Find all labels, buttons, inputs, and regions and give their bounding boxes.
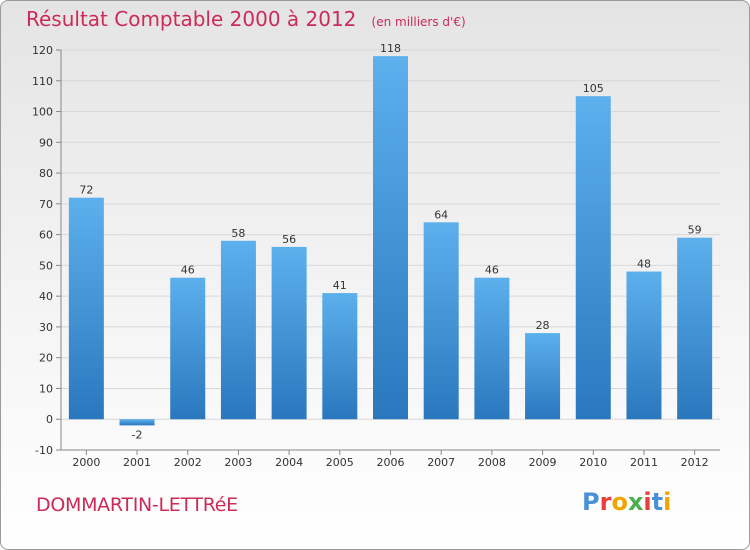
y-tick-label: 0 (46, 413, 53, 426)
x-tick-label-2003: 2003 (224, 456, 252, 469)
y-tick-label: 50 (39, 259, 53, 272)
data-label-2007: 64 (434, 208, 448, 221)
data-labels: 72 -2 46 58 56 41 118 64 46 28 105 48 59 (79, 42, 701, 441)
x-tick-label-2005: 2005 (326, 456, 354, 469)
x-tick-label-2000: 2000 (72, 456, 100, 469)
chart-title: Résultat Comptable 2000 à 2012 (en milli… (26, 7, 466, 31)
data-label-2009: 28 (536, 319, 550, 332)
bar-2000 (68, 197, 104, 420)
bar-2008 (474, 277, 510, 420)
bar-2003 (220, 240, 256, 420)
x-tick-label-2001: 2001 (123, 456, 151, 469)
x-tick-label-2006: 2006 (377, 456, 405, 469)
x-tick-label-2012: 2012 (681, 456, 709, 469)
x-tick-label-2007: 2007 (427, 456, 455, 469)
logo-letter: o (611, 488, 628, 516)
x-tick-label-2004: 2004 (275, 456, 303, 469)
commune-name: DOMMARTIN-LETTRéE (36, 494, 238, 516)
bar-2002 (170, 277, 206, 420)
y-tick-label: 80 (39, 167, 53, 180)
data-label-2003: 58 (231, 227, 245, 240)
logo-letter: i (643, 488, 652, 516)
y-tick-label: 100 (32, 106, 53, 119)
bar-2006 (373, 56, 408, 420)
x-tick-label-2009: 2009 (529, 456, 557, 469)
x-tick-label-2008: 2008 (478, 456, 506, 469)
data-label-2005: 41 (333, 279, 347, 292)
bar-2001 (119, 419, 155, 426)
bar-2010 (575, 96, 611, 420)
logo-letter: P (582, 488, 600, 516)
axes: -10 0 10 20 30 40 50 60 70 80 90 100 110 120 2000 2001 2… (32, 44, 720, 469)
bar-2011 (626, 271, 662, 420)
x-tick-label-2011: 2011 (630, 456, 658, 469)
x-tick-label-2010: 2010 (579, 456, 607, 469)
data-label-2004: 56 (282, 233, 296, 246)
x-tick-label-2002: 2002 (174, 456, 202, 469)
y-tick-label: 40 (39, 290, 53, 303)
data-label-2000: 72 (79, 184, 93, 197)
bar-2005 (322, 293, 358, 420)
bar-2009 (525, 333, 561, 420)
y-tick-label: 10 (39, 382, 53, 395)
proxiti-logo: Proxiti (582, 488, 671, 516)
chart-title-main: Résultat Comptable 2000 à 2012 (26, 7, 357, 31)
data-label-2012: 59 (688, 224, 702, 237)
y-tick-label: 70 (39, 198, 53, 211)
logo-letter: t (651, 488, 664, 516)
bar-2007 (423, 222, 459, 420)
logo-letter: i (663, 488, 672, 516)
logo-letter: r (599, 488, 612, 516)
y-tick-label: -10 (35, 444, 53, 457)
bars (68, 56, 713, 426)
bar-2012 (677, 237, 713, 420)
data-label-2002: 46 (181, 264, 195, 277)
chart-unit-note: (en milliers d'€) (371, 15, 466, 29)
y-tick-label: 90 (39, 136, 53, 149)
y-tick-label: 30 (39, 321, 53, 334)
data-label-2006: 118 (380, 42, 401, 55)
logo-letter: x (627, 488, 644, 516)
y-tick-label: 20 (39, 352, 53, 365)
y-tick-label: 120 (32, 44, 53, 57)
data-label-2011: 48 (637, 258, 651, 271)
data-label-2008: 46 (485, 264, 499, 277)
data-label-2001: -2 (132, 428, 143, 441)
y-tick-label: 60 (39, 229, 53, 242)
y-tick-label: 110 (32, 75, 53, 88)
data-label-2010: 105 (583, 82, 604, 95)
bar-2004 (271, 246, 307, 420)
